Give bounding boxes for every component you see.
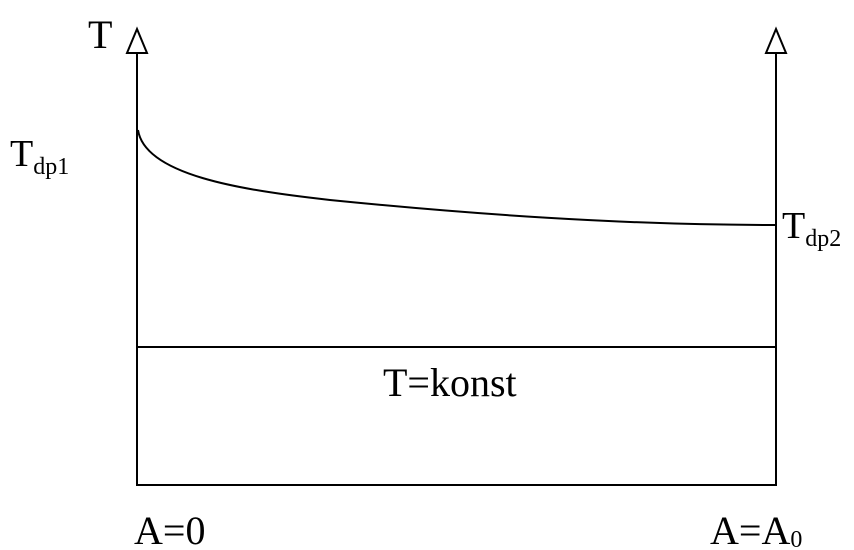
label-t-dp1-sub: dp1 bbox=[33, 154, 69, 180]
label-a-end-sub: 0 bbox=[790, 527, 802, 550]
label-t-dp1: Tdp1 bbox=[10, 133, 69, 180]
label-a-end: A=A0 bbox=[710, 508, 802, 550]
label-t-dp2-main: T bbox=[782, 205, 805, 247]
label-a-start: A=0 bbox=[134, 508, 205, 550]
temperature-curve bbox=[137, 129, 777, 226]
label-t-dp2: Tdp2 bbox=[782, 205, 841, 252]
left-axis-arrow-icon bbox=[125, 26, 149, 54]
label-t-dp1-main: T bbox=[10, 133, 33, 175]
label-constant-temperature: T=konst bbox=[383, 360, 517, 405]
label-t-dp2-sub: dp2 bbox=[805, 226, 841, 252]
right-axis-arrow-icon bbox=[764, 26, 788, 54]
axis-label-t: T bbox=[88, 12, 112, 57]
label-a-end-main: A=A bbox=[710, 508, 790, 550]
